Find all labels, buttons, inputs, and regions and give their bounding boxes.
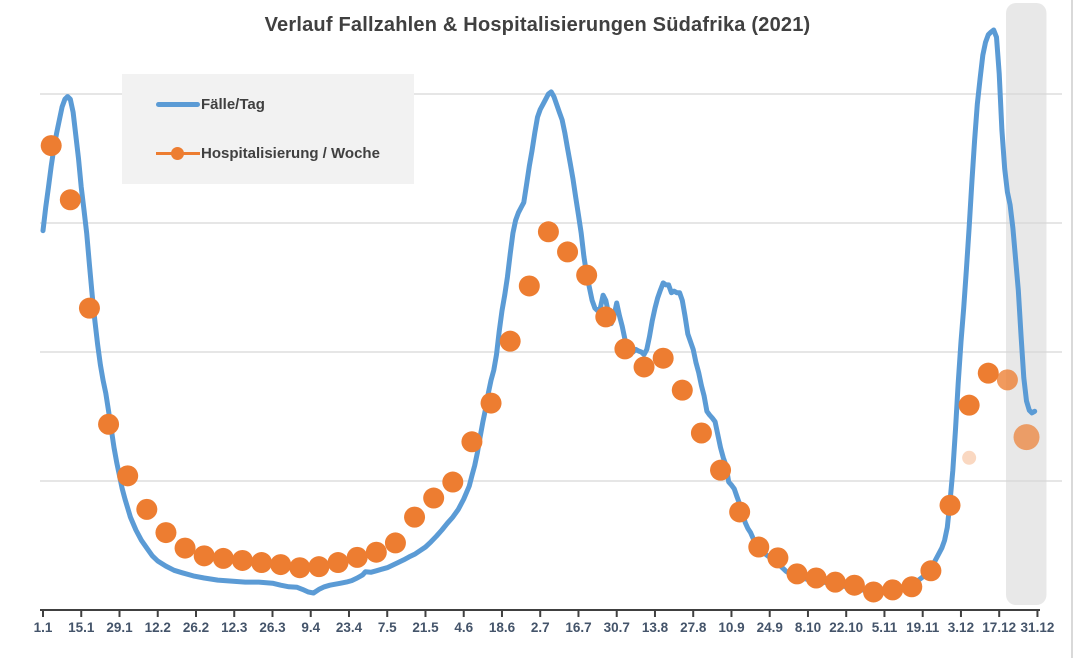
hospitalization-dot [442, 471, 464, 493]
x-tick-label: 3.12 [948, 620, 974, 635]
hospitalization-dot [939, 494, 961, 516]
hospitalization-dot [748, 536, 770, 558]
hospitalization-dot [174, 537, 196, 559]
hospitalization-dot [136, 498, 158, 520]
hospitalization-dot [308, 556, 330, 578]
hospitalization-dot [805, 567, 827, 589]
hospitalization-dot-muted [996, 369, 1018, 391]
hospitalization-dot [824, 571, 846, 593]
hospitalization-dot [327, 552, 349, 574]
legend-item-hospitalization: Hospitalisierung / Woche [156, 145, 414, 162]
x-tick-label: 24.9 [757, 620, 783, 635]
x-tick-label: 15.1 [68, 620, 95, 635]
x-tick-label: 30.7 [604, 620, 630, 635]
hospitalization-dot [231, 549, 253, 571]
x-tick-label: 10.9 [718, 620, 744, 635]
highlight-band [1006, 3, 1047, 605]
x-tick-label: 31.12 [1021, 620, 1055, 635]
hospitalization-dot-ghost [962, 450, 977, 465]
x-tick-label: 9.4 [301, 620, 320, 635]
legend-label-cases: Fälle/Tag [201, 96, 265, 113]
legend: Fälle/Tag Hospitalisierung / Woche [122, 74, 414, 184]
hospitalization-dot [690, 422, 712, 444]
hospitalization-dot [78, 297, 100, 319]
hospitalization-dot [212, 547, 234, 569]
hospitalization-dot-muted [1013, 424, 1040, 451]
hospitalization-dot [958, 394, 980, 416]
hospitalization-dot [843, 574, 865, 596]
x-tick-label: 26.2 [183, 620, 209, 635]
hospitalization-dot [270, 554, 292, 576]
hospitalization-dot [576, 264, 598, 286]
x-tick-label: 17.12 [982, 620, 1016, 635]
hospitalization-dot [365, 541, 387, 563]
hospitalization-dot [729, 501, 751, 523]
hospitalization-dot [193, 545, 215, 567]
hospitalization-dot [710, 459, 732, 481]
cases-line-swatch-icon [156, 102, 200, 107]
hospitalization-dot [518, 275, 540, 297]
hospitalization-dot [480, 392, 502, 414]
x-tick-label: 12.2 [145, 620, 171, 635]
hospitalization-dot [423, 487, 445, 509]
x-tick-label: 2.7 [531, 620, 550, 635]
hospitalization-dot [251, 552, 273, 574]
hospitalization-dot [40, 135, 62, 157]
hospitalization-dot [671, 379, 693, 401]
hospitalization-dot [98, 413, 120, 435]
hospitalization-dot [767, 547, 789, 569]
x-tick-label: 26.3 [259, 620, 286, 635]
hospitalization-dot [557, 241, 579, 263]
x-tick-label: 12.3 [221, 620, 248, 635]
x-tick-label: 5.11 [872, 620, 898, 635]
legend-item-cases: Fälle/Tag [156, 96, 414, 113]
x-tick-label: 4.6 [454, 620, 473, 635]
hospitalization-dot [499, 330, 521, 352]
hospitalization-dot [863, 581, 885, 603]
x-tick-label: 1.1 [34, 620, 53, 635]
x-tick-label: 23.4 [336, 620, 363, 635]
x-tick-label: 19.11 [906, 620, 940, 635]
window-right-border [1071, 0, 1073, 658]
hospitalization-dot-swatch-icon [156, 147, 200, 160]
hospitalization-dot [652, 347, 674, 369]
x-tick-label: 22.10 [829, 620, 863, 635]
hospitalization-dot [595, 306, 617, 328]
hospitalization-dot [786, 563, 808, 585]
x-tick-label: 13.8 [642, 620, 669, 635]
legend-label-hospitalization: Hospitalisierung / Woche [201, 145, 380, 162]
hospitalization-dot [384, 532, 406, 554]
x-tick-label: 18.6 [489, 620, 516, 635]
x-tick-label: 8.10 [795, 620, 821, 635]
hospitalization-dot [901, 576, 923, 598]
hospitalization-dot [614, 338, 636, 360]
x-tick-label: 7.5 [378, 620, 397, 635]
x-tick-label: 27.8 [680, 620, 707, 635]
hospitalization-dot [537, 221, 559, 243]
hospitalization-dot [117, 465, 139, 487]
hospitalization-dot [920, 560, 942, 582]
x-tick-label: 21.5 [412, 620, 439, 635]
hospitalization-dot [977, 362, 999, 384]
hospitalization-dot [461, 431, 483, 453]
hospitalization-dot [346, 546, 368, 568]
hospitalization-dot [155, 522, 177, 544]
hospitalization-dot [633, 356, 655, 378]
x-tick-label: 29.1 [106, 620, 133, 635]
chart-title: Verlauf Fallzahlen & Hospitalisierungen … [264, 14, 811, 36]
hospitalization-dot [59, 189, 81, 211]
hospitalization-dot [289, 557, 311, 579]
hospitalization-dot [882, 579, 904, 601]
x-tick-label: 16.7 [565, 620, 591, 635]
hospitalization-dot [404, 506, 426, 528]
